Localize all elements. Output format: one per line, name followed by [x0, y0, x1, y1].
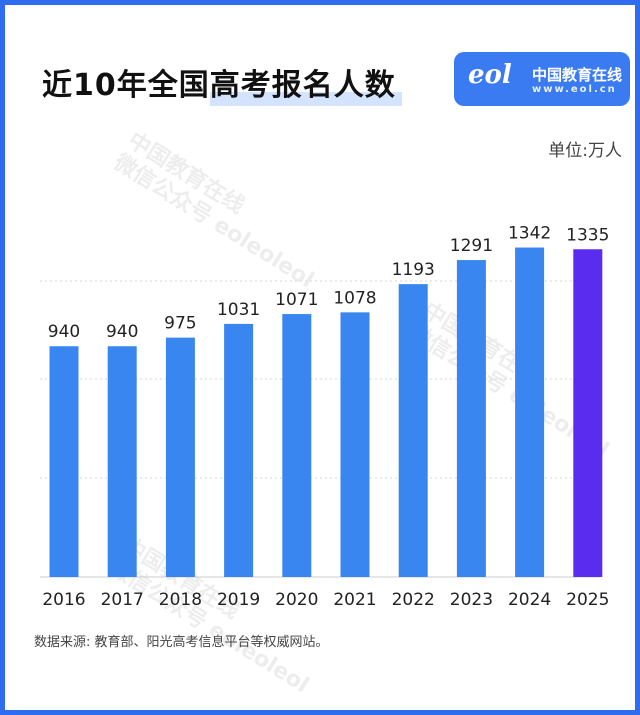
value-label-2018: 975: [164, 314, 196, 334]
value-label-2023: 1291: [450, 236, 493, 256]
x-tick-label-2017: 2017: [101, 590, 144, 610]
value-label-2025: 1335: [566, 225, 609, 245]
x-tick-label-2020: 2020: [275, 590, 318, 610]
chart-title: 近10年全国高考报名人数: [42, 68, 396, 103]
value-label-2017: 940: [106, 322, 138, 342]
bar-2022: [398, 284, 428, 577]
value-label-2021: 1078: [333, 288, 376, 308]
x-tick-label-2021: 2021: [333, 590, 376, 610]
value-label-2019: 1031: [217, 300, 260, 320]
value-label-2016: 940: [48, 322, 80, 342]
bar-2018: [165, 337, 195, 577]
value-label-2024: 1342: [508, 224, 551, 244]
x-tick-label-2019: 2019: [217, 590, 260, 610]
bar-2023: [456, 260, 486, 577]
bar-2017: [107, 346, 137, 577]
title-highlight: [210, 92, 402, 106]
value-label-2022: 1193: [392, 260, 435, 280]
bar-2019: [224, 323, 254, 577]
value-label-2020: 1071: [275, 290, 318, 310]
bar-2021: [340, 312, 370, 577]
x-tick-label-2018: 2018: [159, 590, 202, 610]
x-tick-label-2023: 2023: [450, 590, 493, 610]
bar-2024: [515, 247, 545, 577]
x-tick-label-2024: 2024: [508, 590, 551, 610]
brand-name: 中国教育在线: [532, 66, 623, 84]
x-tick-label-2016: 2016: [42, 590, 85, 610]
bar-2025: [573, 249, 603, 577]
eol-logo-icon: eol: [468, 60, 512, 90]
bar-2016: [49, 346, 79, 577]
data-source-note: 数据来源: 教育部、阳光高考信息平台等权威网站。: [34, 635, 329, 650]
brand-badge: eol 中国教育在线 www.eol.cn: [454, 52, 630, 106]
brand-url: www.eol.cn: [532, 84, 617, 95]
bar-2020: [282, 314, 312, 577]
x-tick-label-2022: 2022: [392, 590, 435, 610]
x-tick-label-2025: 2025: [566, 590, 609, 610]
unit-label: 单位:万人: [548, 141, 622, 161]
